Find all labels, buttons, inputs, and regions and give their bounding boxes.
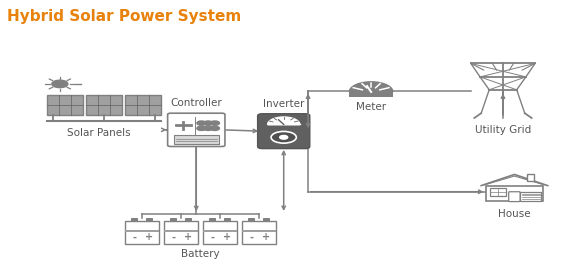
Circle shape [203,121,213,125]
FancyBboxPatch shape [349,91,393,97]
FancyBboxPatch shape [168,113,225,147]
FancyBboxPatch shape [241,221,276,244]
FancyBboxPatch shape [203,221,237,244]
FancyBboxPatch shape [224,218,230,221]
FancyBboxPatch shape [170,218,176,221]
FancyBboxPatch shape [124,221,159,244]
FancyBboxPatch shape [263,218,269,221]
FancyBboxPatch shape [257,114,310,148]
Circle shape [280,135,288,139]
Text: Meter: Meter [356,102,386,112]
Text: -: - [249,232,253,242]
FancyBboxPatch shape [520,192,541,201]
Circle shape [203,126,213,130]
Text: +: + [184,232,192,242]
FancyBboxPatch shape [124,230,159,232]
FancyBboxPatch shape [509,192,520,201]
Text: -: - [171,232,175,242]
Text: Battery: Battery [181,249,219,259]
FancyBboxPatch shape [125,95,161,115]
FancyBboxPatch shape [131,218,137,221]
Text: +: + [262,232,270,242]
FancyBboxPatch shape [209,218,215,221]
FancyBboxPatch shape [146,218,152,221]
Text: House: House [498,209,530,219]
FancyBboxPatch shape [248,218,254,221]
Circle shape [52,80,68,88]
Text: -: - [210,232,214,242]
Polygon shape [268,117,300,125]
FancyBboxPatch shape [164,221,198,244]
Circle shape [271,132,296,143]
Text: +: + [145,232,153,242]
FancyBboxPatch shape [164,230,198,232]
Circle shape [197,126,206,130]
FancyBboxPatch shape [86,95,122,115]
Circle shape [210,121,219,125]
FancyBboxPatch shape [490,188,506,196]
Circle shape [210,126,219,130]
FancyBboxPatch shape [203,230,237,232]
FancyBboxPatch shape [185,218,191,221]
Text: Utility Grid: Utility Grid [475,125,531,135]
FancyBboxPatch shape [241,230,276,232]
FancyBboxPatch shape [486,186,543,201]
FancyBboxPatch shape [174,135,219,144]
Text: Controller: Controller [170,98,222,108]
FancyBboxPatch shape [527,174,535,181]
Text: Hybrid Solar Power System: Hybrid Solar Power System [7,9,241,24]
Text: Solar Panels: Solar Panels [67,128,131,138]
Circle shape [197,121,206,125]
Polygon shape [349,82,393,92]
FancyBboxPatch shape [47,95,83,115]
Text: +: + [223,232,232,242]
Text: -: - [132,232,137,242]
Text: Inverter: Inverter [263,99,304,109]
